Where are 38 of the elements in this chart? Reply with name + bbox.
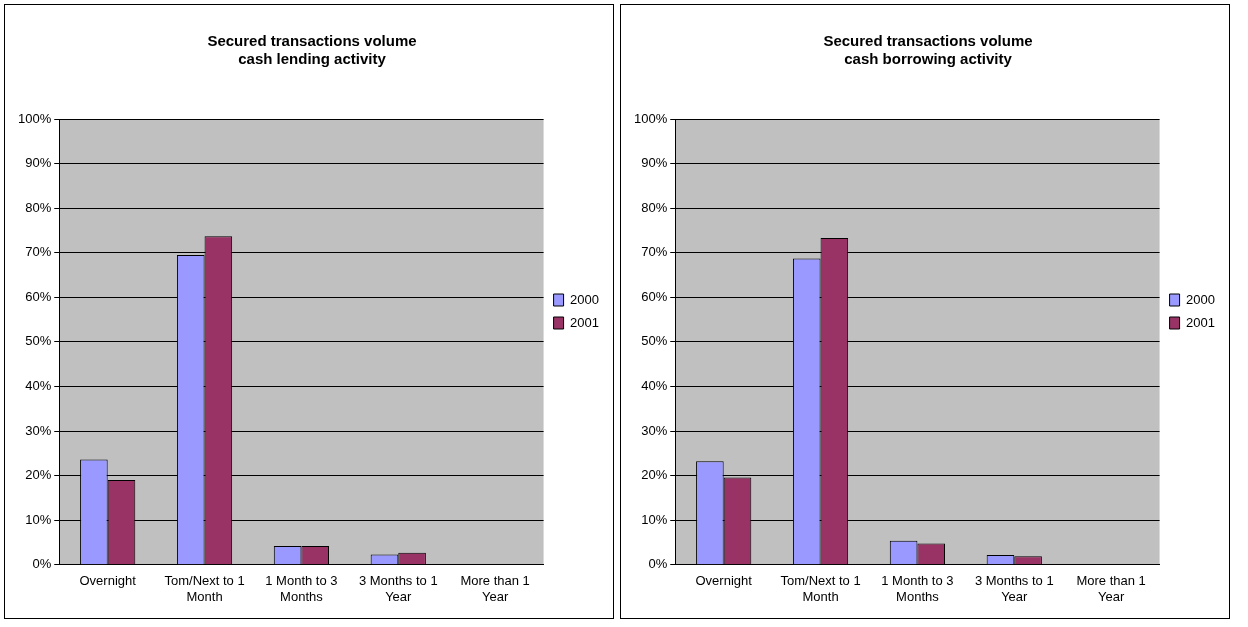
legend-label: 2001 — [570, 314, 599, 330]
x-tick-label: Tom/Next to 1 Month — [164, 573, 245, 604]
y-tick-label: 90% — [25, 155, 52, 171]
y-tick-label: 50% — [25, 333, 52, 349]
y-tick-label: 70% — [25, 244, 52, 260]
y-tick-label: 10% — [25, 511, 52, 527]
y-tick-label: 20% — [641, 467, 668, 483]
x-tick-label: 1 Month to 3 Months — [265, 573, 338, 604]
y-tick-label: 0% — [32, 556, 52, 572]
x-tick-label: More than 1 Year — [460, 573, 530, 604]
y-tick-label: 50% — [641, 333, 668, 349]
y-tick-label: 20% — [25, 467, 52, 483]
x-tick-label: 3 Months to 1 Year — [974, 573, 1054, 604]
y-tick-label: 80% — [641, 199, 668, 215]
y-tick-label: 30% — [25, 422, 52, 438]
y-tick-label: 100% — [634, 110, 668, 126]
x-tick-label: Tom/Next to 1 Month — [780, 573, 861, 604]
y-tick-label: 60% — [25, 288, 52, 304]
legend-label: 2001 — [1186, 314, 1215, 330]
y-tick-label: 70% — [641, 244, 668, 260]
y-tick-label: 60% — [641, 288, 668, 304]
y-tick-label: 40% — [25, 378, 52, 394]
y-tick-label: 40% — [641, 378, 668, 394]
y-tick-label: 0% — [648, 556, 668, 572]
y-tick-label: 30% — [641, 422, 668, 438]
x-tick-label: 3 Months to 1 Year — [358, 573, 438, 604]
x-tick-label: Overnight — [79, 573, 137, 589]
y-tick-label: 100% — [18, 110, 52, 126]
legend-label: 2000 — [1186, 291, 1215, 307]
chart-title: Secured transactions volume cash borrowing activity — [823, 32, 1033, 68]
y-tick-label: 90% — [641, 155, 668, 171]
x-tick-label: 1 Month to 3 Months — [881, 573, 954, 604]
y-tick-label: 10% — [641, 511, 668, 527]
x-tick-label: Overnight — [695, 573, 753, 589]
chart-title: Secured transactions volume cash lending activity — [207, 32, 417, 68]
x-tick-label: More than 1 Year — [1076, 573, 1146, 604]
y-tick-label: 80% — [25, 199, 52, 215]
legend-label: 2000 — [570, 291, 599, 307]
